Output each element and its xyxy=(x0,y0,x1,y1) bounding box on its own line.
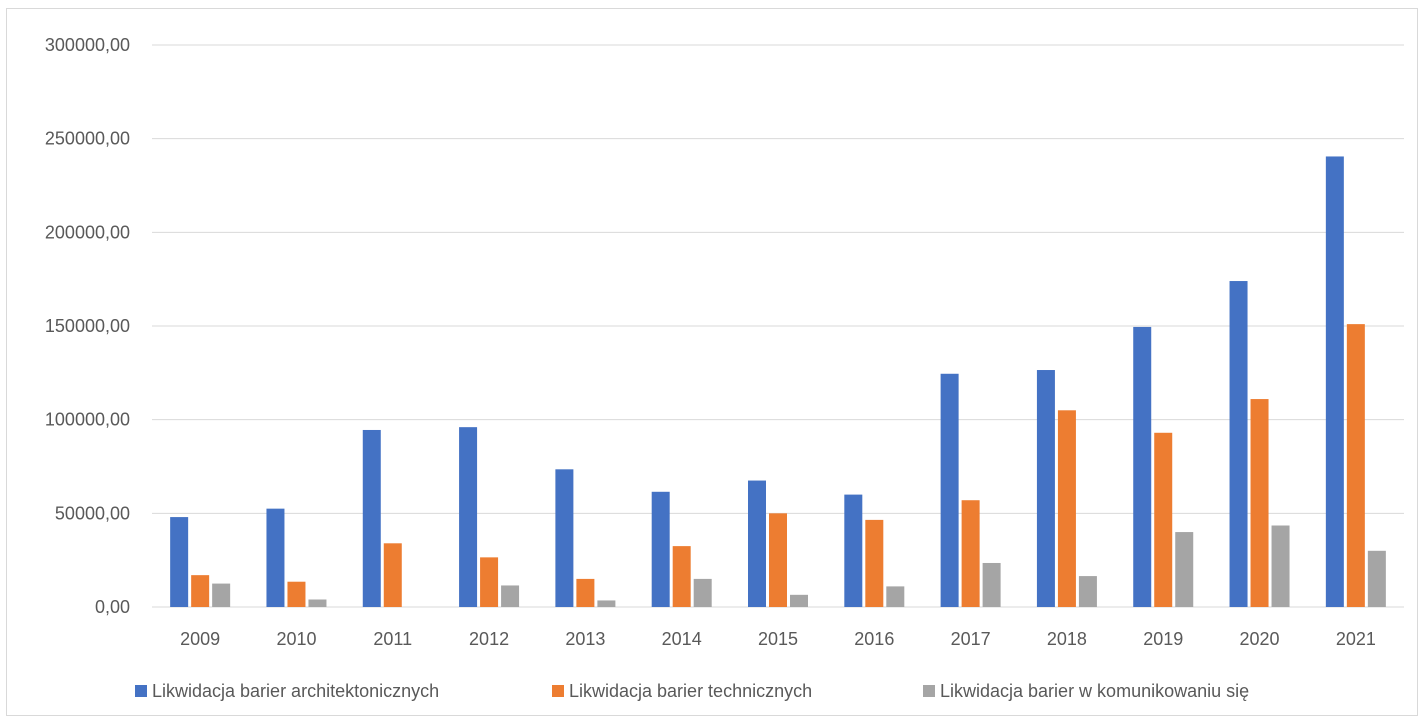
bar-2009-series-2 xyxy=(191,575,210,607)
bar-2016-series-2 xyxy=(865,519,884,607)
bar-2018-series-2 xyxy=(1057,410,1076,607)
legend-label: Likwidacja barier technicznych xyxy=(569,681,812,701)
x-tick-label: 2020 xyxy=(1240,629,1280,649)
bar-2014-series-1 xyxy=(651,491,670,607)
x-tick-label: 2021 xyxy=(1336,629,1376,649)
bar-2009-series-1 xyxy=(170,517,189,607)
bar-2021-series-3 xyxy=(1367,550,1386,607)
bar-2016-series-1 xyxy=(844,494,863,607)
bar-chart: 0,00 50000,00 100000,00 150000,00 200000,00 2… xyxy=(45,35,1404,701)
bar-2011-series-1 xyxy=(362,429,381,607)
x-tick-label: 2013 xyxy=(565,629,605,649)
bar-2012-series-1 xyxy=(459,427,478,607)
y-tick-label: 200000,00 xyxy=(45,222,130,242)
x-tick-label: 2011 xyxy=(373,629,412,649)
bar-2017-series-1 xyxy=(940,373,959,607)
bar-2010-series-1 xyxy=(266,508,285,607)
bar-2020-series-3 xyxy=(1271,525,1290,607)
x-tick-label: 2010 xyxy=(276,629,316,649)
chart-frame: 0,00 50000,00 100000,00 150000,00 200000,00 2… xyxy=(6,8,1418,716)
bar-2020-series-1 xyxy=(1229,281,1248,607)
bar-2020-series-2 xyxy=(1250,399,1269,607)
bar-2015-series-1 xyxy=(748,480,766,607)
x-tick-label: 2018 xyxy=(1047,629,1087,649)
bar-2014-series-2 xyxy=(672,546,691,607)
bar-2010-series-3 xyxy=(308,599,327,607)
bar-2019-series-1 xyxy=(1133,326,1152,607)
bar-2021-series-2 xyxy=(1346,324,1365,607)
bar-2012-series-2 xyxy=(480,557,499,607)
legend-swatch xyxy=(135,685,147,697)
legend-swatch xyxy=(923,685,935,697)
y-tick-label: 50000,00 xyxy=(55,503,130,523)
bar-2018-series-1 xyxy=(1036,370,1055,607)
bar-2017-series-3 xyxy=(982,562,1001,607)
bar-2013-series-2 xyxy=(576,578,595,607)
bar-2014-series-3 xyxy=(693,578,712,607)
gridlines xyxy=(152,44,1404,608)
x-tick-label: 2016 xyxy=(854,629,894,649)
y-tick-label: 300000,00 xyxy=(45,35,130,55)
bar-2019-series-2 xyxy=(1154,432,1173,607)
y-tick-label: 0,00 xyxy=(95,597,130,617)
bar-2016-series-3 xyxy=(886,586,905,607)
y-axis-ticks: 0,00 50000,00 100000,00 150000,00 200000,00 2… xyxy=(45,35,130,617)
bar-2015-series-2 xyxy=(769,513,787,607)
bar-2019-series-3 xyxy=(1175,532,1194,607)
legend: Likwidacja barier architektonicznych Likw… xyxy=(135,681,1249,701)
x-tick-label: 2017 xyxy=(951,629,991,649)
y-tick-label: 100000,00 xyxy=(45,410,130,430)
bar-2018-series-3 xyxy=(1078,576,1097,607)
bar-2012-series-3 xyxy=(501,585,520,607)
bar-2010-series-2 xyxy=(287,581,306,607)
x-tick-label: 2019 xyxy=(1143,629,1183,649)
bar-2021-series-1 xyxy=(1325,156,1344,608)
x-axis-ticks: 2009 2010 2011 2012 2013 2014 2015 2016 2017 2018… xyxy=(180,629,1376,649)
x-tick-label: 2015 xyxy=(758,629,798,649)
bar-2013-series-1 xyxy=(555,469,574,607)
bar-2011-series-2 xyxy=(383,543,402,607)
legend-label: Likwidacja barier w komunikowaniu się xyxy=(940,681,1249,701)
y-tick-label: 250000,00 xyxy=(45,129,130,149)
legend-swatch xyxy=(552,685,564,697)
x-tick-label: 2014 xyxy=(662,629,702,649)
bar-2015-series-3 xyxy=(790,594,808,607)
legend-label: Likwidacja barier architektonicznych xyxy=(152,681,439,701)
x-tick-label: 2012 xyxy=(469,629,509,649)
y-tick-label: 150000,00 xyxy=(45,316,130,336)
bar-2017-series-2 xyxy=(961,500,980,607)
bars xyxy=(170,156,1386,608)
bar-2009-series-3 xyxy=(212,583,231,607)
x-tick-label: 2009 xyxy=(180,629,220,649)
bar-2013-series-3 xyxy=(597,600,616,607)
